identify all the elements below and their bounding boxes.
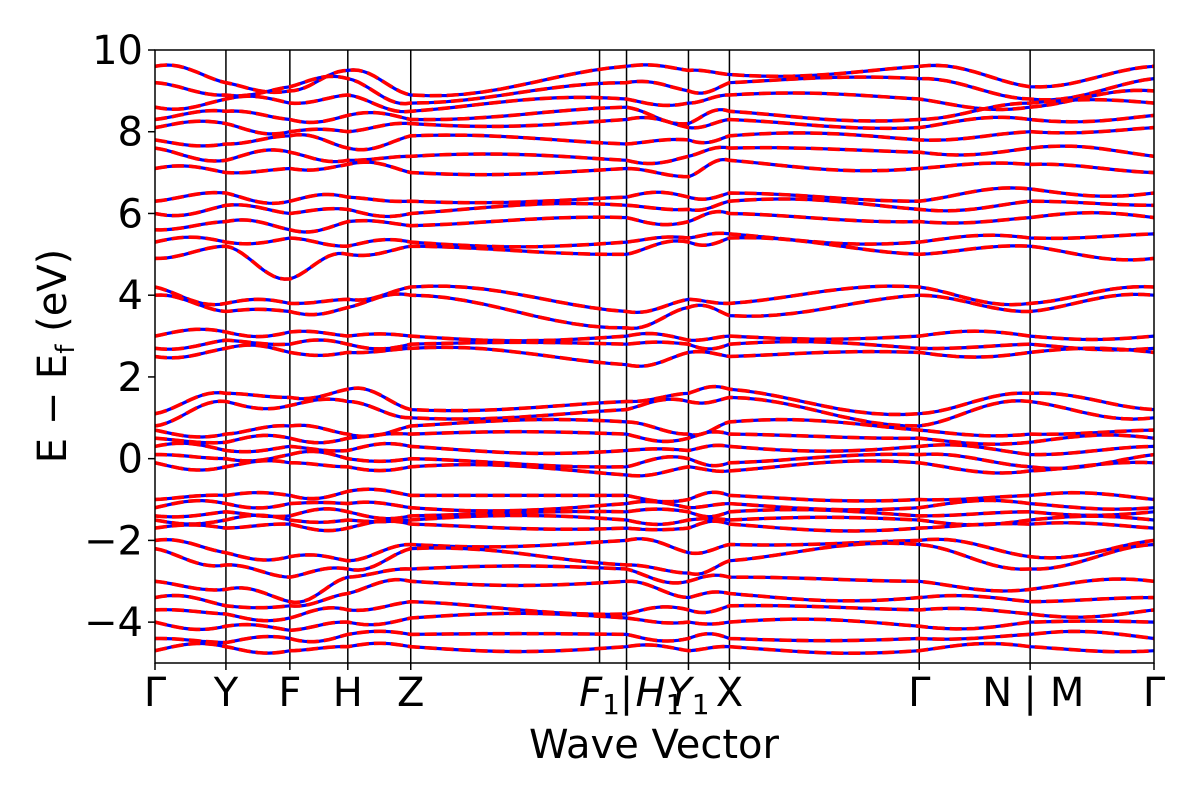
y-tick-label: 2 bbox=[118, 355, 143, 401]
band-8-solid bbox=[155, 186, 1154, 205]
y-tick-label: −2 bbox=[84, 518, 143, 564]
band-18-dashed bbox=[155, 384, 1154, 417]
band-32-solid bbox=[155, 564, 1154, 605]
x-tick-label: H bbox=[333, 670, 363, 716]
band-3-solid bbox=[155, 98, 1154, 126]
band-37-dashed bbox=[155, 641, 1154, 655]
x-tick-label: Y1 bbox=[667, 670, 709, 721]
y-tick-label: −4 bbox=[84, 600, 143, 646]
x-tick-label: N bbox=[982, 670, 1012, 716]
band-2-dashed bbox=[155, 88, 1154, 114]
x-tick-label: | bbox=[1023, 670, 1036, 716]
band-36-dashed bbox=[155, 629, 1154, 645]
band-17-dashed bbox=[155, 343, 1154, 368]
band-27-dashed bbox=[155, 506, 1154, 521]
band-22-dashed bbox=[155, 441, 1154, 457]
band-6-dashed bbox=[155, 144, 1154, 166]
x-axis-title: Wave Vector bbox=[529, 722, 780, 768]
band-16-dashed bbox=[155, 338, 1154, 352]
band-13-dashed bbox=[155, 284, 1154, 315]
x-tick-label: F bbox=[278, 670, 301, 716]
y-tick-label: 6 bbox=[118, 191, 143, 237]
x-tick-label: | bbox=[620, 670, 633, 716]
band-10-solid bbox=[155, 209, 1154, 234]
band-10-dashed bbox=[155, 209, 1154, 234]
y-tick-label: 4 bbox=[118, 273, 143, 319]
band-12-dashed bbox=[155, 235, 1154, 281]
band-33-solid bbox=[155, 578, 1154, 610]
y-tick-label: 10 bbox=[92, 28, 143, 74]
band-21-dashed bbox=[155, 429, 1154, 447]
band-lines bbox=[155, 63, 1154, 655]
band-4-dashed bbox=[155, 113, 1154, 136]
x-tick-label: F1 bbox=[579, 670, 620, 721]
x-tick-label: Γ bbox=[1143, 670, 1166, 716]
band-29-dashed bbox=[155, 519, 1154, 533]
y-tick-label: 0 bbox=[118, 437, 143, 483]
band-31-dashed bbox=[155, 541, 1154, 580]
band-19-dashed bbox=[155, 395, 1154, 428]
band-23-dashed bbox=[155, 449, 1154, 471]
band-8-dashed bbox=[155, 186, 1154, 206]
band-14-dashed bbox=[155, 292, 1154, 331]
band-15-dashed bbox=[155, 327, 1154, 343]
band-5-dashed bbox=[155, 125, 1154, 152]
band-33-dashed bbox=[155, 577, 1154, 610]
band-7-dashed bbox=[155, 157, 1154, 179]
band-34-dashed bbox=[155, 599, 1154, 623]
band-25-dashed bbox=[155, 487, 1154, 504]
plot-frame bbox=[154, 49, 1155, 664]
x-tick-label: Γ bbox=[908, 670, 931, 716]
x-tick-label: Γ bbox=[144, 670, 167, 716]
y-axis-title: E − Ef (eV) bbox=[30, 249, 81, 464]
band-32-dashed bbox=[155, 564, 1154, 605]
band-1-dashed bbox=[155, 74, 1154, 106]
band-24-dashed bbox=[155, 458, 1154, 478]
band-20-dashed bbox=[155, 417, 1154, 439]
x-tick-label: H1 bbox=[636, 670, 684, 721]
band-9-dashed bbox=[155, 197, 1154, 219]
x-tick-label: Y bbox=[213, 670, 239, 716]
band-11-dashed bbox=[155, 231, 1154, 249]
y-axis-ticks: −4 −2 0 2 4 6 8 10 bbox=[84, 28, 155, 646]
y-tick-label: 8 bbox=[118, 110, 143, 156]
band-0-dashed bbox=[155, 63, 1154, 98]
band-26-dashed bbox=[155, 498, 1154, 513]
band-30-dashed bbox=[155, 537, 1154, 563]
x-tick-label: X bbox=[716, 670, 743, 716]
x-tick-label: M bbox=[1050, 670, 1085, 716]
x-tick-label: Z bbox=[397, 670, 424, 716]
band-35-dashed bbox=[155, 611, 1154, 633]
